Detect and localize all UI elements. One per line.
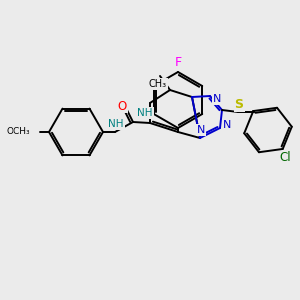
Text: CH₃: CH₃ bbox=[149, 79, 167, 89]
Text: F: F bbox=[175, 56, 181, 70]
Text: O: O bbox=[22, 127, 30, 137]
Text: N: N bbox=[213, 94, 221, 104]
Text: N: N bbox=[197, 125, 205, 135]
Text: F: F bbox=[174, 56, 182, 68]
Text: NH: NH bbox=[137, 108, 153, 118]
Text: OCH₃: OCH₃ bbox=[6, 128, 30, 136]
Text: S: S bbox=[235, 98, 244, 110]
Text: O: O bbox=[117, 100, 127, 112]
Text: NH: NH bbox=[108, 119, 124, 129]
Text: Cl: Cl bbox=[279, 152, 290, 164]
Text: N: N bbox=[223, 120, 231, 130]
